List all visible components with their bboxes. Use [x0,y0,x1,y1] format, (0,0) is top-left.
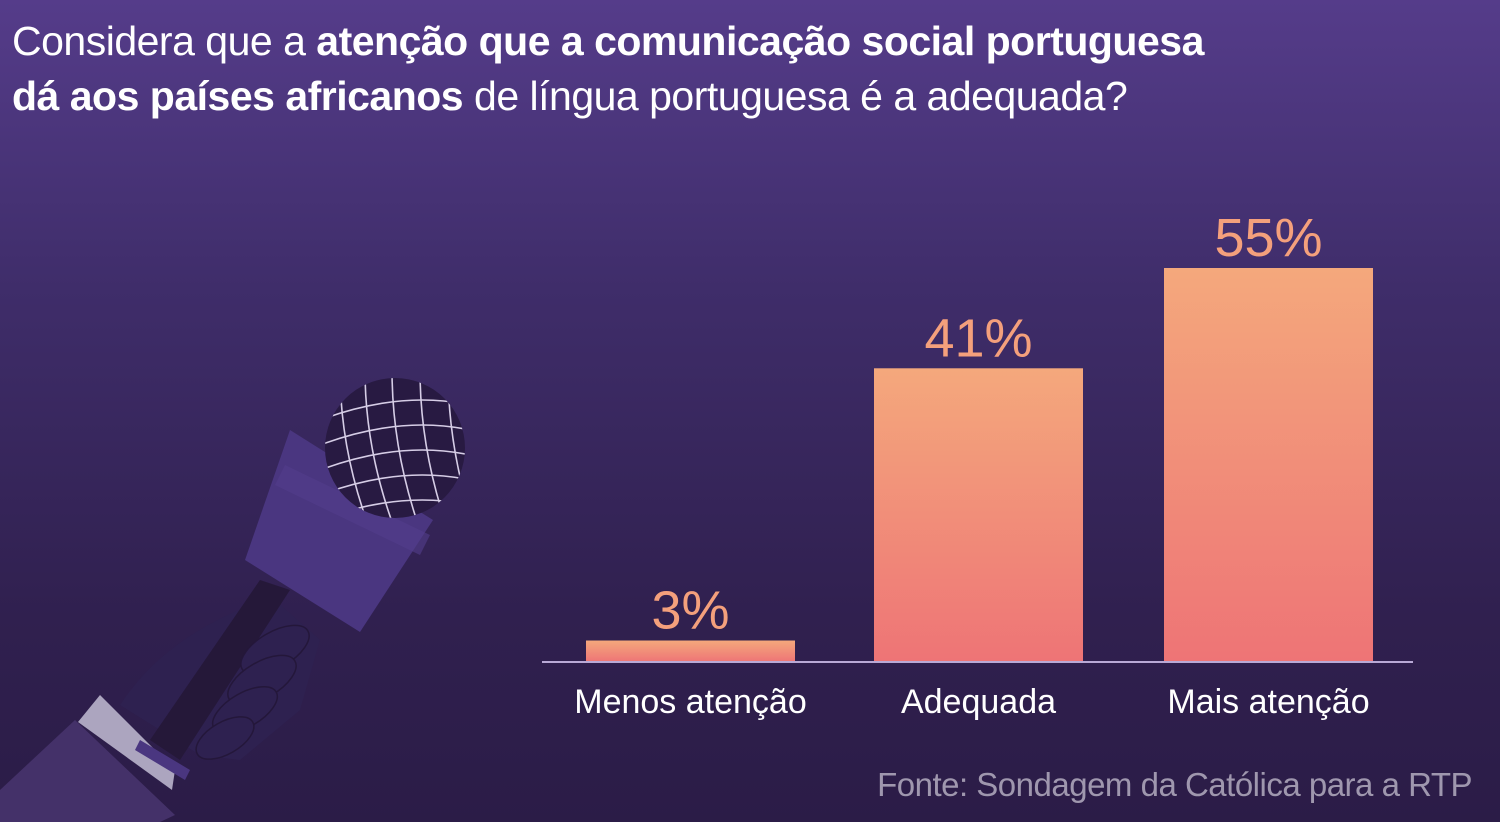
bar-2 [1164,268,1373,662]
category-label: Menos atenção [574,683,807,721]
title-line-2: dá aos países africanos de língua portug… [12,69,1204,124]
sleeve [0,720,175,822]
chart-title: Considera que a atenção que a comunicaçã… [12,14,1204,124]
microphone-illustration [0,378,465,822]
value-label: 55% [1214,208,1322,268]
source-note: Fonte: Sondagem da Católica para a RTP [877,766,1472,803]
value-label: 41% [924,308,1032,368]
title-part: de língua portuguesa é a adequada? [463,73,1128,119]
category-label: Mais atenção [1167,683,1369,721]
bar-0 [586,640,795,662]
title-part: Considera que a [12,18,317,64]
bar-1 [874,368,1083,662]
value-label: 3% [651,581,729,641]
title-part-bold: atenção que a comunicação social portugu… [316,18,1204,64]
category-label: Adequada [901,683,1056,721]
title-part-bold: dá aos países africanos [12,73,464,119]
title-line-1: Considera que a atenção que a comunicaçã… [12,14,1204,69]
cuff [78,695,175,790]
